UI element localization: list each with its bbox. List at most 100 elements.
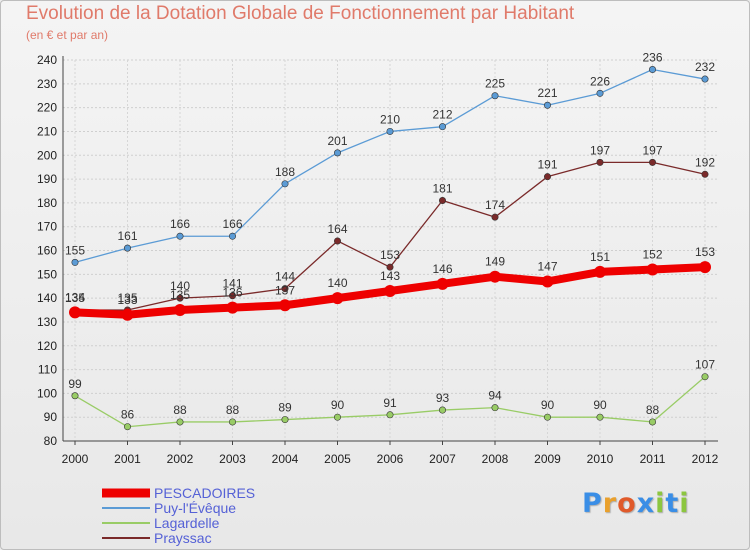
data-label: 135: [170, 288, 190, 302]
data-label: 232: [695, 60, 715, 74]
y-tick-label: 150: [37, 267, 57, 281]
data-label: 88: [646, 403, 660, 417]
data-label: 151: [590, 250, 610, 264]
y-tick-label: 80: [44, 434, 58, 448]
data-label: 136: [222, 286, 242, 300]
data-label: 192: [695, 155, 715, 169]
y-tick-label: 100: [37, 386, 57, 400]
data-point: [541, 275, 554, 288]
x-tick-label: 2002: [167, 452, 194, 466]
data-point: [69, 306, 81, 319]
y-tick-label: 230: [37, 77, 57, 91]
data-label: 197: [642, 143, 662, 157]
data-label: 137: [275, 283, 295, 297]
data-point: [281, 416, 289, 424]
data-point: [121, 308, 134, 321]
data-point: [489, 270, 501, 283]
logo-letter: x: [636, 488, 656, 519]
data-point: [491, 92, 499, 100]
data-point: [229, 292, 237, 300]
data-label: 133: [117, 293, 137, 307]
data-point: [384, 284, 396, 297]
data-labels: 155 161 166 166 188 201 210 212 225 221 226 236 232 9…: [65, 51, 715, 422]
x-tick-label: 2000: [62, 452, 89, 466]
logo-letter: P: [582, 488, 603, 519]
x-tick-label: 2010: [587, 452, 614, 466]
data-point: [226, 301, 239, 314]
data-label: 188: [275, 165, 295, 179]
data-point: [124, 244, 132, 252]
data-label: 166: [222, 217, 242, 231]
data-point: [176, 294, 184, 302]
data-point: [596, 158, 604, 166]
y-tick-label: 190: [37, 172, 57, 186]
data-label: 107: [695, 358, 715, 372]
data-label: 161: [117, 229, 137, 243]
data-label: 135: [65, 291, 85, 305]
logo-letter: t: [665, 488, 680, 519]
data-label: 99: [68, 377, 82, 391]
data-point: [648, 418, 656, 426]
x-tick-label: 2006: [377, 452, 404, 466]
data-label: 90: [541, 398, 555, 412]
data-point: [594, 265, 606, 278]
legend-label: PESCADOIRES: [154, 485, 255, 501]
data-label: 94: [488, 389, 502, 403]
data-label: 191: [537, 158, 557, 172]
y-tick-label: 240: [37, 53, 57, 67]
data-label: 140: [327, 276, 347, 290]
series-points: [69, 66, 711, 431]
x-tick-label: 2003: [219, 452, 246, 466]
legend: PESCADOIRESPuy-l'ÉvêqueLagardellePrayssa…: [102, 485, 255, 546]
legend-label: Lagardelle: [154, 515, 220, 531]
x-tick-label: 2009: [534, 452, 561, 466]
data-point: [333, 237, 341, 245]
data-point: [281, 285, 289, 293]
chart-title: Evolution de la Dotation Globale de Fonc…: [26, 3, 575, 24]
data-point: [543, 101, 551, 109]
logo-letter: r: [602, 488, 618, 519]
data-label: 135: [117, 291, 137, 305]
y-tick-label: 200: [37, 148, 57, 162]
data-point: [71, 392, 79, 400]
axes: [62, 56, 718, 445]
data-point: [281, 180, 289, 188]
y-tick-label: 160: [37, 244, 57, 258]
x-tick-label: 2012: [692, 452, 719, 466]
data-label: 143: [380, 269, 400, 283]
chart-subtitle: (en € et par an): [26, 28, 109, 42]
data-point: [124, 423, 132, 431]
y-tick-label: 140: [37, 291, 57, 305]
data-label: 166: [170, 217, 190, 231]
data-label: 93: [436, 391, 450, 405]
y-tick-label: 90: [44, 410, 58, 424]
data-label: 153: [380, 248, 400, 262]
x-tick-label: 2007: [429, 452, 456, 466]
x-tick-label: 2011: [640, 452, 666, 466]
y-tick-label: 120: [37, 339, 57, 353]
data-point: [438, 123, 446, 131]
y-tick-label: 210: [37, 124, 57, 138]
data-label: 88: [226, 403, 240, 417]
data-point: [596, 413, 604, 421]
data-label: 86: [121, 408, 135, 422]
data-label: 236: [642, 51, 662, 65]
data-label: 146: [432, 262, 452, 276]
data-point: [176, 232, 184, 240]
data-label: 134: [65, 290, 85, 304]
data-point: [436, 277, 449, 290]
data-label: 147: [537, 259, 557, 273]
data-label: 155: [65, 243, 85, 257]
data-label: 221: [537, 86, 557, 100]
legend-label: Prayssac: [154, 530, 212, 546]
y-axis-ticks: 80 90 100 110 120 130 140 150 160 170 180 190 200 210…: [37, 53, 57, 448]
data-label: 89: [278, 401, 292, 415]
data-point: [331, 292, 344, 305]
data-point: [386, 411, 394, 419]
data-label: 149: [485, 255, 505, 269]
data-point: [648, 66, 656, 74]
data-label: 210: [380, 112, 400, 126]
data-point: [333, 413, 341, 421]
data-label: 225: [485, 77, 505, 91]
